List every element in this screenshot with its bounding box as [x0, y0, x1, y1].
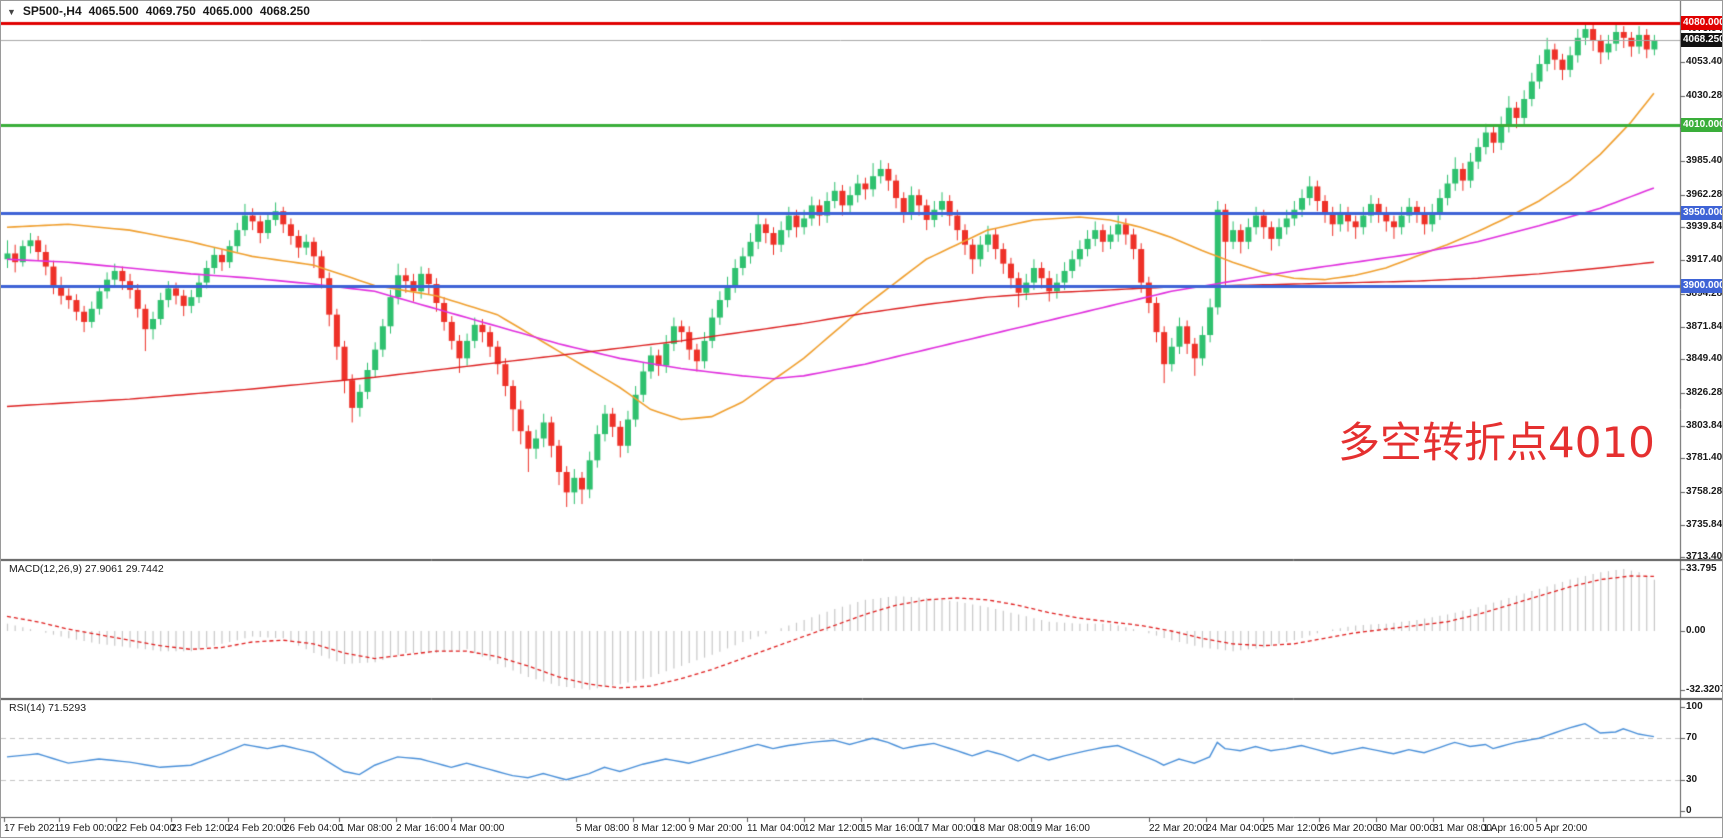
time-tick-label: 19 Mar 16:00 — [1031, 823, 1090, 834]
time-tick-label: 19 Feb 00:00 — [59, 823, 118, 834]
time-tick-label: 1 Apr 16:00 — [1483, 823, 1535, 834]
time-tick-label: 22 Feb 04:00 — [116, 823, 175, 834]
low-value: 4065.000 — [202, 4, 253, 18]
price-tick-label: 3985.400 — [1686, 155, 1723, 167]
current-price-badge: 4068.250 — [1681, 33, 1723, 48]
level-price-badge: 3900.000 — [1681, 278, 1723, 293]
macd-indicator-label: MACD(12,26,9) 27.9061 29.7442 — [9, 563, 164, 575]
level-price-badge: 4010.000 — [1681, 118, 1723, 133]
time-tick-label: 17 Feb 2021 — [4, 823, 61, 834]
time-tick-label: 24 Mar 04:00 — [1206, 823, 1265, 834]
time-tick-label: 9 Mar 20:00 — [689, 823, 743, 834]
time-tick-label: 26 Mar 20:00 — [1319, 823, 1378, 834]
time-tick-label: 1 Mar 08:00 — [339, 823, 393, 834]
price-tick-label: 4053.400 — [1686, 55, 1723, 67]
price-tick-label: 3962.280 — [1686, 188, 1723, 200]
time-tick-label: 26 Feb 04:00 — [284, 823, 343, 834]
macd-tick-label: 33.795 — [1686, 562, 1717, 574]
time-tick-label: 24 Feb 20:00 — [228, 823, 287, 834]
rsi-tick-label: 30 — [1686, 773, 1698, 785]
macd-tick-label: -32.3207 — [1686, 684, 1723, 696]
time-tick-label: 8 Mar 12:00 — [633, 823, 687, 834]
time-tick-label: 18 Mar 08:00 — [974, 823, 1033, 834]
rsi-tick-label: 70 — [1686, 732, 1698, 744]
price-tick-label: 3781.400 — [1686, 452, 1723, 464]
close-value: 4068.250 — [259, 4, 310, 18]
price-tick-label: 3803.840 — [1686, 419, 1723, 431]
symbol-period-label: SP500-,H4 — [22, 4, 82, 18]
time-tick-label: 5 Mar 08:00 — [576, 823, 630, 834]
time-tick-label: 30 Mar 00:00 — [1376, 823, 1435, 834]
price-tick-label: 3894.280 — [1686, 287, 1723, 299]
rsi-indicator-label: RSI(14) 71.5293 — [9, 702, 87, 714]
time-tick-label: 2 Mar 16:00 — [396, 823, 450, 834]
time-tick-label: 25 Mar 12:00 — [1263, 823, 1322, 834]
price-tick-label: 3871.840 — [1686, 320, 1723, 332]
time-tick-label: 15 Mar 16:00 — [861, 823, 920, 834]
level-price-badge: 3950.000 — [1681, 205, 1723, 220]
rsi-tick-label: 0 — [1686, 805, 1692, 816]
price-tick-label: 3713.400 — [1686, 551, 1723, 563]
price-tick-label: 3826.280 — [1686, 386, 1723, 398]
chart-title: ▼ SP500-,H4 4065.500 4069.750 4065.000 4068.2… — [7, 4, 310, 18]
chevron-down-icon[interactable]: ▼ — [7, 7, 16, 17]
level-price-badge: 4080.000 — [1681, 16, 1723, 31]
open-value: 4065.500 — [88, 4, 139, 18]
time-tick-label: 5 Apr 20:00 — [1536, 823, 1588, 834]
time-tick-label: 22 Mar 20:00 — [1149, 823, 1208, 834]
time-tick-label: 12 Mar 12:00 — [804, 823, 863, 834]
price-tick-label: 3917.400 — [1686, 254, 1723, 266]
price-tick-label: 4030.280 — [1686, 89, 1723, 101]
time-tick-label: 17 Mar 00:00 — [918, 823, 977, 834]
price-tick-label: 3849.400 — [1686, 353, 1723, 365]
macd-tick-label: 0.00 — [1686, 625, 1706, 636]
price-tick-label: 3758.280 — [1686, 485, 1723, 497]
annotation-text: 多空转折点4010 — [1338, 418, 1655, 467]
time-tick-label: 23 Feb 12:00 — [171, 823, 230, 834]
time-tick-label: 11 Mar 04:00 — [747, 823, 806, 834]
time-tick-label: 31 Mar 08:00 — [1433, 823, 1492, 834]
time-tick-label: 4 Mar 00:00 — [451, 823, 505, 834]
rsi-tick-label: 100 — [1686, 701, 1703, 712]
price-tick-label: 3939.840 — [1686, 221, 1723, 233]
high-value: 4069.750 — [145, 4, 196, 18]
price-tick-label: 3735.840 — [1686, 518, 1723, 530]
